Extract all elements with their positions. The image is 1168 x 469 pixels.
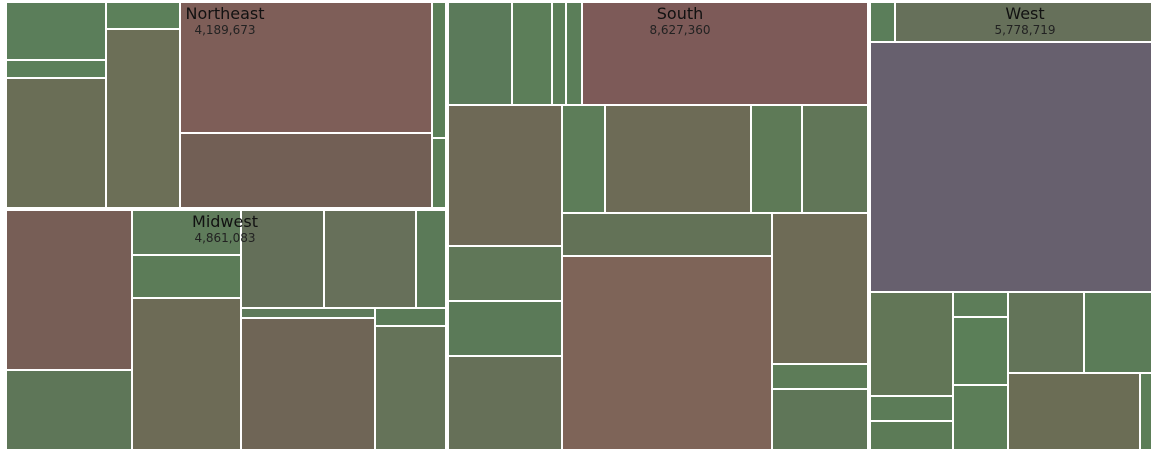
south-cell-13[interactable] bbox=[802, 105, 868, 213]
south-cell-12[interactable] bbox=[751, 105, 802, 213]
south-cell-3[interactable] bbox=[552, 2, 566, 105]
south-cell-14[interactable] bbox=[562, 213, 772, 256]
south-cell-2[interactable] bbox=[512, 2, 552, 105]
south-cell-10[interactable] bbox=[562, 105, 605, 213]
south-cell-11[interactable] bbox=[605, 105, 751, 213]
south-cell-16[interactable] bbox=[772, 213, 868, 364]
west-cell-8[interactable] bbox=[953, 317, 1008, 385]
west-cell-3[interactable] bbox=[870, 42, 1152, 292]
south-cell-6[interactable] bbox=[448, 105, 562, 246]
south-cell-15[interactable] bbox=[562, 256, 772, 450]
south-cell-7[interactable] bbox=[448, 246, 562, 301]
west-cell-13[interactable] bbox=[1140, 373, 1152, 450]
midwest-cell-8[interactable] bbox=[416, 210, 446, 308]
northeast-cell-8[interactable] bbox=[432, 2, 446, 138]
northeast-cell-3[interactable] bbox=[6, 78, 106, 208]
south-cell-5[interactable] bbox=[582, 2, 868, 105]
midwest-cell-6[interactable] bbox=[241, 210, 324, 308]
west-cell-6[interactable] bbox=[870, 421, 953, 450]
south-cell-18[interactable] bbox=[772, 389, 868, 450]
northeast-cell-9[interactable] bbox=[432, 138, 446, 208]
northeast-cell-2[interactable] bbox=[6, 60, 106, 78]
south-cell-4[interactable] bbox=[566, 2, 582, 105]
west-cell-7[interactable] bbox=[953, 292, 1008, 317]
midwest-cell-3[interactable] bbox=[132, 210, 241, 255]
south-cell-9[interactable] bbox=[448, 356, 562, 450]
midwest-cell-4[interactable] bbox=[132, 255, 241, 298]
midwest-cell-1[interactable] bbox=[6, 210, 132, 370]
west-cell-11[interactable] bbox=[1084, 292, 1152, 373]
south-cell-1[interactable] bbox=[448, 2, 512, 105]
south-cell-8[interactable] bbox=[448, 301, 562, 356]
northeast-cell-7[interactable] bbox=[180, 133, 432, 208]
west-cell-5[interactable] bbox=[870, 396, 953, 421]
midwest-cell-5[interactable] bbox=[132, 298, 241, 450]
midwest-cell-7[interactable] bbox=[324, 210, 416, 308]
west-cell-1[interactable] bbox=[870, 2, 895, 42]
west-cell-12[interactable] bbox=[1008, 373, 1140, 450]
west-cell-4[interactable] bbox=[870, 292, 953, 396]
west-cell-9[interactable] bbox=[953, 385, 1008, 450]
northeast-cell-4[interactable] bbox=[106, 2, 180, 29]
northeast-cell-5[interactable] bbox=[106, 29, 180, 208]
west-cell-10[interactable] bbox=[1008, 292, 1084, 373]
northeast-cell-1[interactable] bbox=[6, 2, 106, 60]
midwest-cell-10[interactable] bbox=[375, 308, 446, 326]
midwest-cell-11[interactable] bbox=[241, 318, 375, 450]
west-cell-2[interactable] bbox=[895, 2, 1152, 42]
northeast-cell-6[interactable] bbox=[180, 2, 432, 133]
midwest-cell-2[interactable] bbox=[6, 370, 132, 450]
midwest-cell-9[interactable] bbox=[241, 308, 375, 318]
midwest-cell-12[interactable] bbox=[375, 326, 446, 450]
south-cell-17[interactable] bbox=[772, 364, 868, 389]
